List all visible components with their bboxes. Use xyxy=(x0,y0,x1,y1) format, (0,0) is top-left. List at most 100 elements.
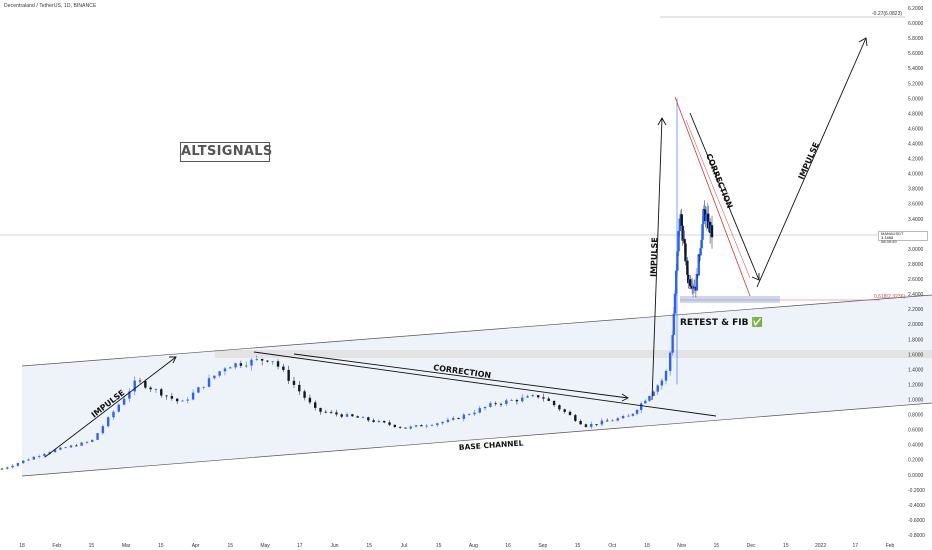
y-tick-label: 0.4000 xyxy=(908,443,924,449)
x-tick-label: 16 xyxy=(505,543,511,549)
candle xyxy=(668,352,672,371)
last-price-badge: MANAUSDT 3.1888 08:39:49 xyxy=(878,231,928,244)
candle xyxy=(584,424,588,427)
x-tick-label: May xyxy=(260,543,270,549)
red-downtrend-upper[interactable] xyxy=(674,96,751,297)
y-tick-label: 5.4000 xyxy=(908,66,924,72)
y-tick-label: 0.2000 xyxy=(908,458,924,464)
correction-mid-arrow[interactable] xyxy=(293,353,629,399)
y-tick-label: 2.6000 xyxy=(908,277,924,283)
correction-trendline[interactable] xyxy=(253,351,717,417)
candle xyxy=(255,358,259,360)
y-tick-label: 2.4000 xyxy=(908,292,924,298)
y-tick-label: 1.4000 xyxy=(908,367,924,373)
candle xyxy=(478,408,481,413)
y-tick-label: 3.0000 xyxy=(908,247,924,253)
candle xyxy=(494,403,497,405)
candle xyxy=(505,400,508,404)
candle xyxy=(351,414,354,417)
time-axis[interactable]: 18 Feb 15 Mar 15 Apr 15 May 17 Jun 15 Jul 15 Aug 16 Sep… xyxy=(19,543,894,549)
x-tick-label: 18 xyxy=(644,543,650,549)
y-tick-label: 3.6000 xyxy=(908,202,924,208)
y-tick-label: 0.0000 xyxy=(908,473,924,479)
candle xyxy=(117,404,120,412)
badge-symbol: MANAUSDT xyxy=(881,231,904,236)
candle xyxy=(656,385,659,392)
y-tick-label: 4.0000 xyxy=(908,172,924,178)
candle xyxy=(202,386,205,388)
candle xyxy=(552,400,556,406)
candle xyxy=(600,420,604,425)
candle xyxy=(590,423,593,427)
candle xyxy=(695,274,699,291)
channel-upper-line[interactable] xyxy=(21,294,932,367)
candle xyxy=(175,398,179,402)
candle xyxy=(186,399,189,401)
candle xyxy=(639,403,643,410)
candle xyxy=(181,400,184,402)
candle xyxy=(483,406,487,409)
candle xyxy=(106,417,110,427)
candle xyxy=(409,426,412,429)
impulse-right-arrowhead xyxy=(858,37,868,47)
candle xyxy=(388,422,391,425)
price-axis[interactable]: 6.2000 6.0000 5.8000 5.6000 5.4000 5.2000 5.00… xyxy=(908,6,925,539)
correction-mid-arrowhead xyxy=(621,393,629,402)
candle xyxy=(383,420,386,423)
x-tick-label: Apr xyxy=(192,543,200,549)
candle xyxy=(138,380,142,382)
symbol-header: Decentraland / TetherUS, 1D, BINANCE xyxy=(4,3,97,9)
x-tick-label: 15 xyxy=(228,543,234,549)
candle xyxy=(292,380,296,385)
x-tick-label: Nov xyxy=(677,543,686,549)
y-tick-label: 3.4000 xyxy=(908,217,924,223)
candle xyxy=(160,389,163,396)
candle xyxy=(345,414,349,417)
candle xyxy=(680,214,683,226)
candle xyxy=(149,387,152,390)
y-tick-label: 1.6000 xyxy=(908,352,924,358)
candle xyxy=(697,254,700,276)
candle xyxy=(689,285,693,287)
candle xyxy=(701,224,704,240)
correction-right-arrow[interactable] xyxy=(689,112,760,281)
candle xyxy=(574,415,577,421)
candle xyxy=(702,209,705,225)
red-downtrend-lower[interactable] xyxy=(685,119,751,279)
impulse-left-arrowhead xyxy=(169,356,177,364)
candle xyxy=(144,381,147,388)
candle xyxy=(59,447,62,450)
candle xyxy=(499,403,503,405)
candle xyxy=(425,425,428,427)
candle xyxy=(404,427,407,429)
candle xyxy=(621,416,625,419)
y-tick-label: 5.6000 xyxy=(908,51,924,57)
impulse-left-arrow[interactable] xyxy=(44,356,177,458)
x-tick-label: 15 xyxy=(89,543,95,549)
impulse-right-label: IMPULSE xyxy=(797,141,821,181)
candle xyxy=(521,397,524,402)
candle xyxy=(700,239,703,249)
impulse-spike-arrow[interactable] xyxy=(651,117,663,401)
candle xyxy=(462,414,466,419)
candle xyxy=(37,456,41,457)
correction-right-label: CORRECTION xyxy=(704,152,734,209)
candle xyxy=(526,396,529,398)
x-tick-label: Feb xyxy=(886,543,895,549)
channel-lower-line[interactable] xyxy=(21,402,932,477)
candle xyxy=(319,407,322,412)
candle xyxy=(64,447,67,449)
candle xyxy=(648,395,651,401)
impulse-right-arrow[interactable] xyxy=(756,37,867,288)
candle xyxy=(664,370,668,381)
candles-group xyxy=(0,98,714,470)
candle xyxy=(699,248,702,256)
candle xyxy=(0,468,4,470)
candle xyxy=(112,411,115,418)
candle xyxy=(689,279,692,286)
candle xyxy=(627,415,630,417)
y-tick-label: 4.6000 xyxy=(908,126,924,132)
candle xyxy=(547,398,550,401)
base-channel-fill xyxy=(22,295,932,476)
